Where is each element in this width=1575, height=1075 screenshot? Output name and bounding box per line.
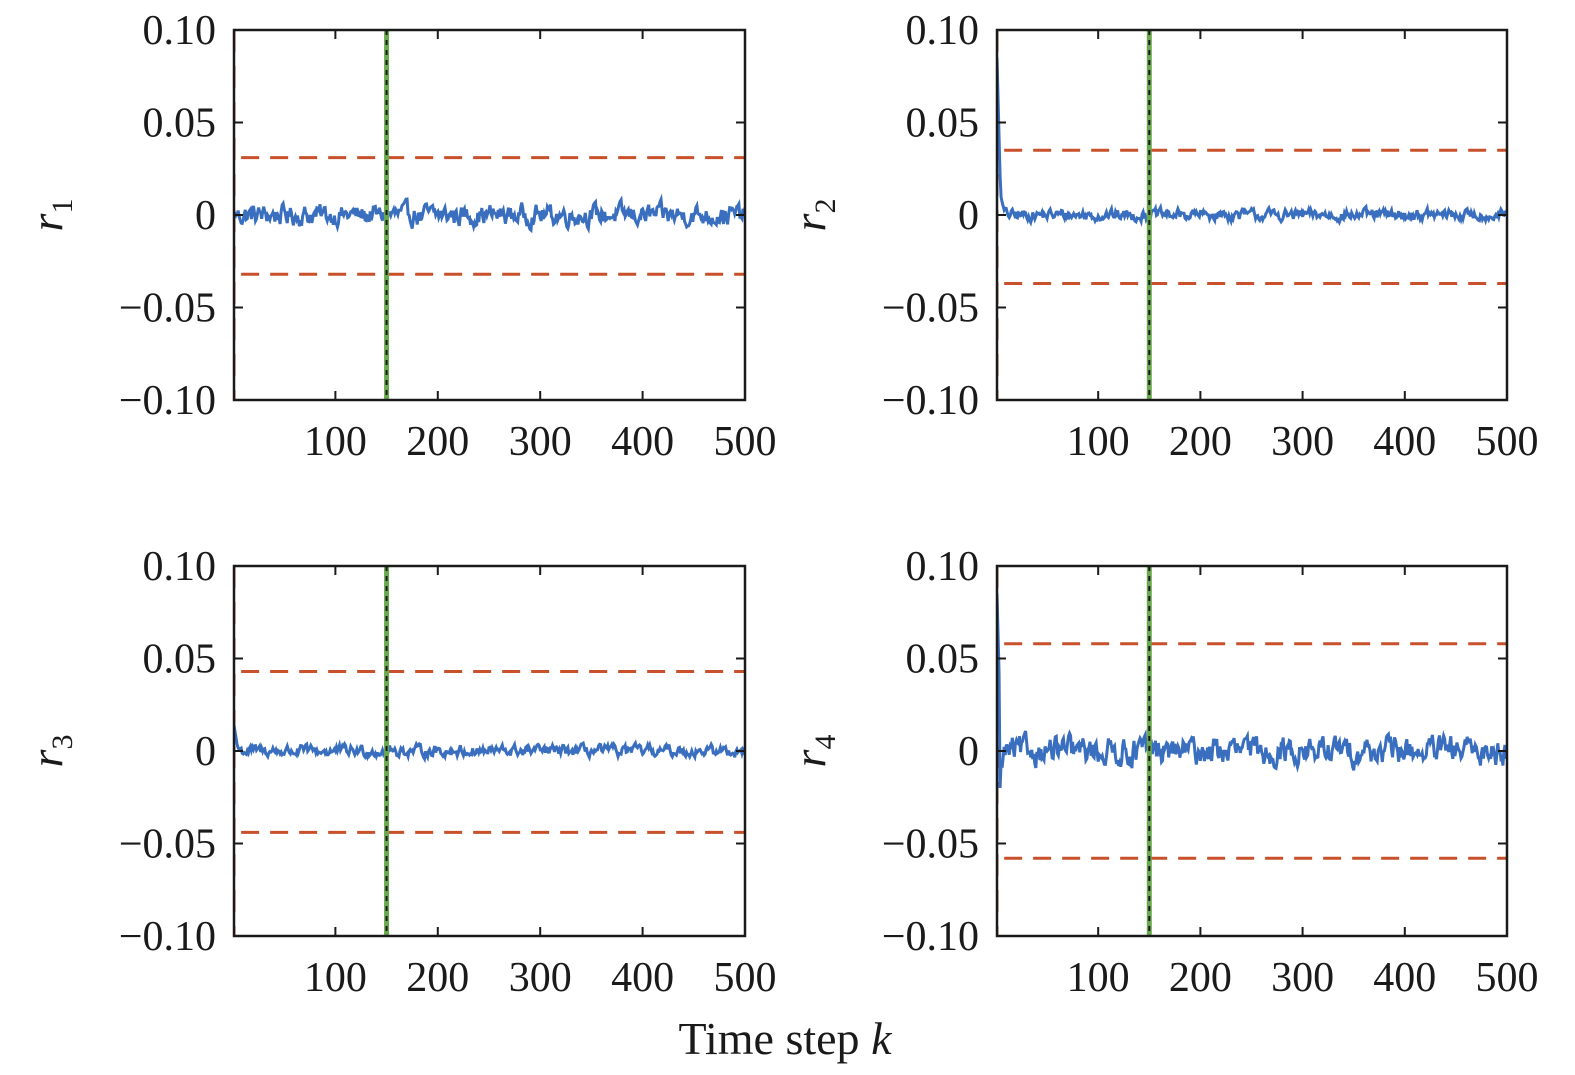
x-tick-label: 200 (1169, 955, 1232, 1001)
x-tick-label: 500 (714, 419, 777, 465)
y-tick-label: 0 (195, 193, 216, 239)
y-tick-label: 0.10 (906, 8, 980, 54)
panel-3: 100 200 300 400 500 0.10 0.05 0 −0.05 −0.10 r3 (21, 544, 777, 1001)
y-tick-label: 0.05 (906, 637, 980, 683)
y-axis-label-var: r (784, 748, 835, 767)
x-tick-label: 300 (509, 419, 572, 465)
x-tick-label: 100 (304, 955, 367, 1001)
y-axis-label: r4 (784, 735, 842, 768)
y-axis-label: r1 (21, 199, 79, 232)
x-tick-label: 400 (611, 419, 674, 465)
x-tick-label: 300 (1271, 419, 1334, 465)
x-tick-label: 100 (304, 419, 367, 465)
y-axis-label: r3 (21, 735, 79, 768)
y-tick-label: 0.05 (143, 637, 217, 683)
y-tick-label: −0.10 (119, 914, 216, 960)
y-axis-label-sub: 1 (46, 199, 79, 214)
panel-2: 100 200 300 400 500 0.10 0.05 0 −0.05 −0.10 r2 (784, 8, 1539, 465)
y-axis-label-sub: 2 (809, 199, 842, 214)
x-tick-label: 500 (1476, 419, 1539, 465)
residual-series (997, 57, 1507, 228)
y-axis-label: r2 (784, 199, 842, 232)
x-tick-label: 100 (1067, 419, 1130, 465)
x-tick-label: 500 (714, 955, 777, 1001)
y-tick-label: 0 (958, 729, 979, 775)
y-tick-label: −0.10 (882, 914, 979, 960)
x-tick-label: 200 (406, 419, 469, 465)
x-tick-label: 400 (611, 955, 674, 1001)
residual-series (997, 593, 1507, 789)
y-tick-label: 0 (195, 729, 216, 775)
y-tick-label: 0.10 (906, 544, 980, 590)
panel-1: 100 200 300 400 500 0.10 0.05 0 −0.05 −0.10 r1 (21, 8, 777, 465)
y-tick-label: −0.05 (119, 286, 216, 332)
plot-area (234, 566, 745, 936)
y-tick-label: −0.10 (882, 378, 979, 424)
plot-area (997, 566, 1507, 936)
x-axis-label: Time step k (679, 1013, 894, 1064)
x-tick-label: 200 (1169, 419, 1232, 465)
y-tick-label: −0.10 (119, 378, 216, 424)
y-tick-label: 0.10 (143, 544, 217, 590)
x-tick-label: 500 (1476, 955, 1539, 1001)
y-tick-label: 0.05 (143, 101, 217, 147)
x-tick-label: 100 (1067, 955, 1130, 1001)
y-tick-label: 0.10 (143, 8, 217, 54)
panel-4: 100 200 300 400 500 0.10 0.05 0 −0.05 −0.10 r4 (784, 544, 1539, 1001)
x-tick-label: 400 (1373, 955, 1436, 1001)
x-tick-label: 200 (406, 955, 469, 1001)
y-axis-label-sub: 4 (809, 735, 842, 750)
y-tick-label: 0.05 (906, 101, 980, 147)
y-tick-label: −0.05 (882, 286, 979, 332)
x-tick-label: 300 (1271, 955, 1334, 1001)
plot-area (234, 30, 745, 400)
residual-series (234, 724, 745, 764)
y-axis-label-var: r (784, 212, 835, 231)
y-axis-label-var: r (21, 212, 72, 231)
y-tick-label: −0.05 (882, 822, 979, 868)
plot-area (997, 30, 1507, 400)
residual-series (234, 193, 745, 234)
x-tick-label: 400 (1373, 419, 1436, 465)
y-axis-label-var: r (21, 748, 72, 767)
y-axis-label-sub: 3 (46, 735, 79, 750)
x-tick-label: 300 (509, 955, 572, 1001)
y-tick-label: 0 (958, 193, 979, 239)
y-tick-label: −0.05 (119, 822, 216, 868)
